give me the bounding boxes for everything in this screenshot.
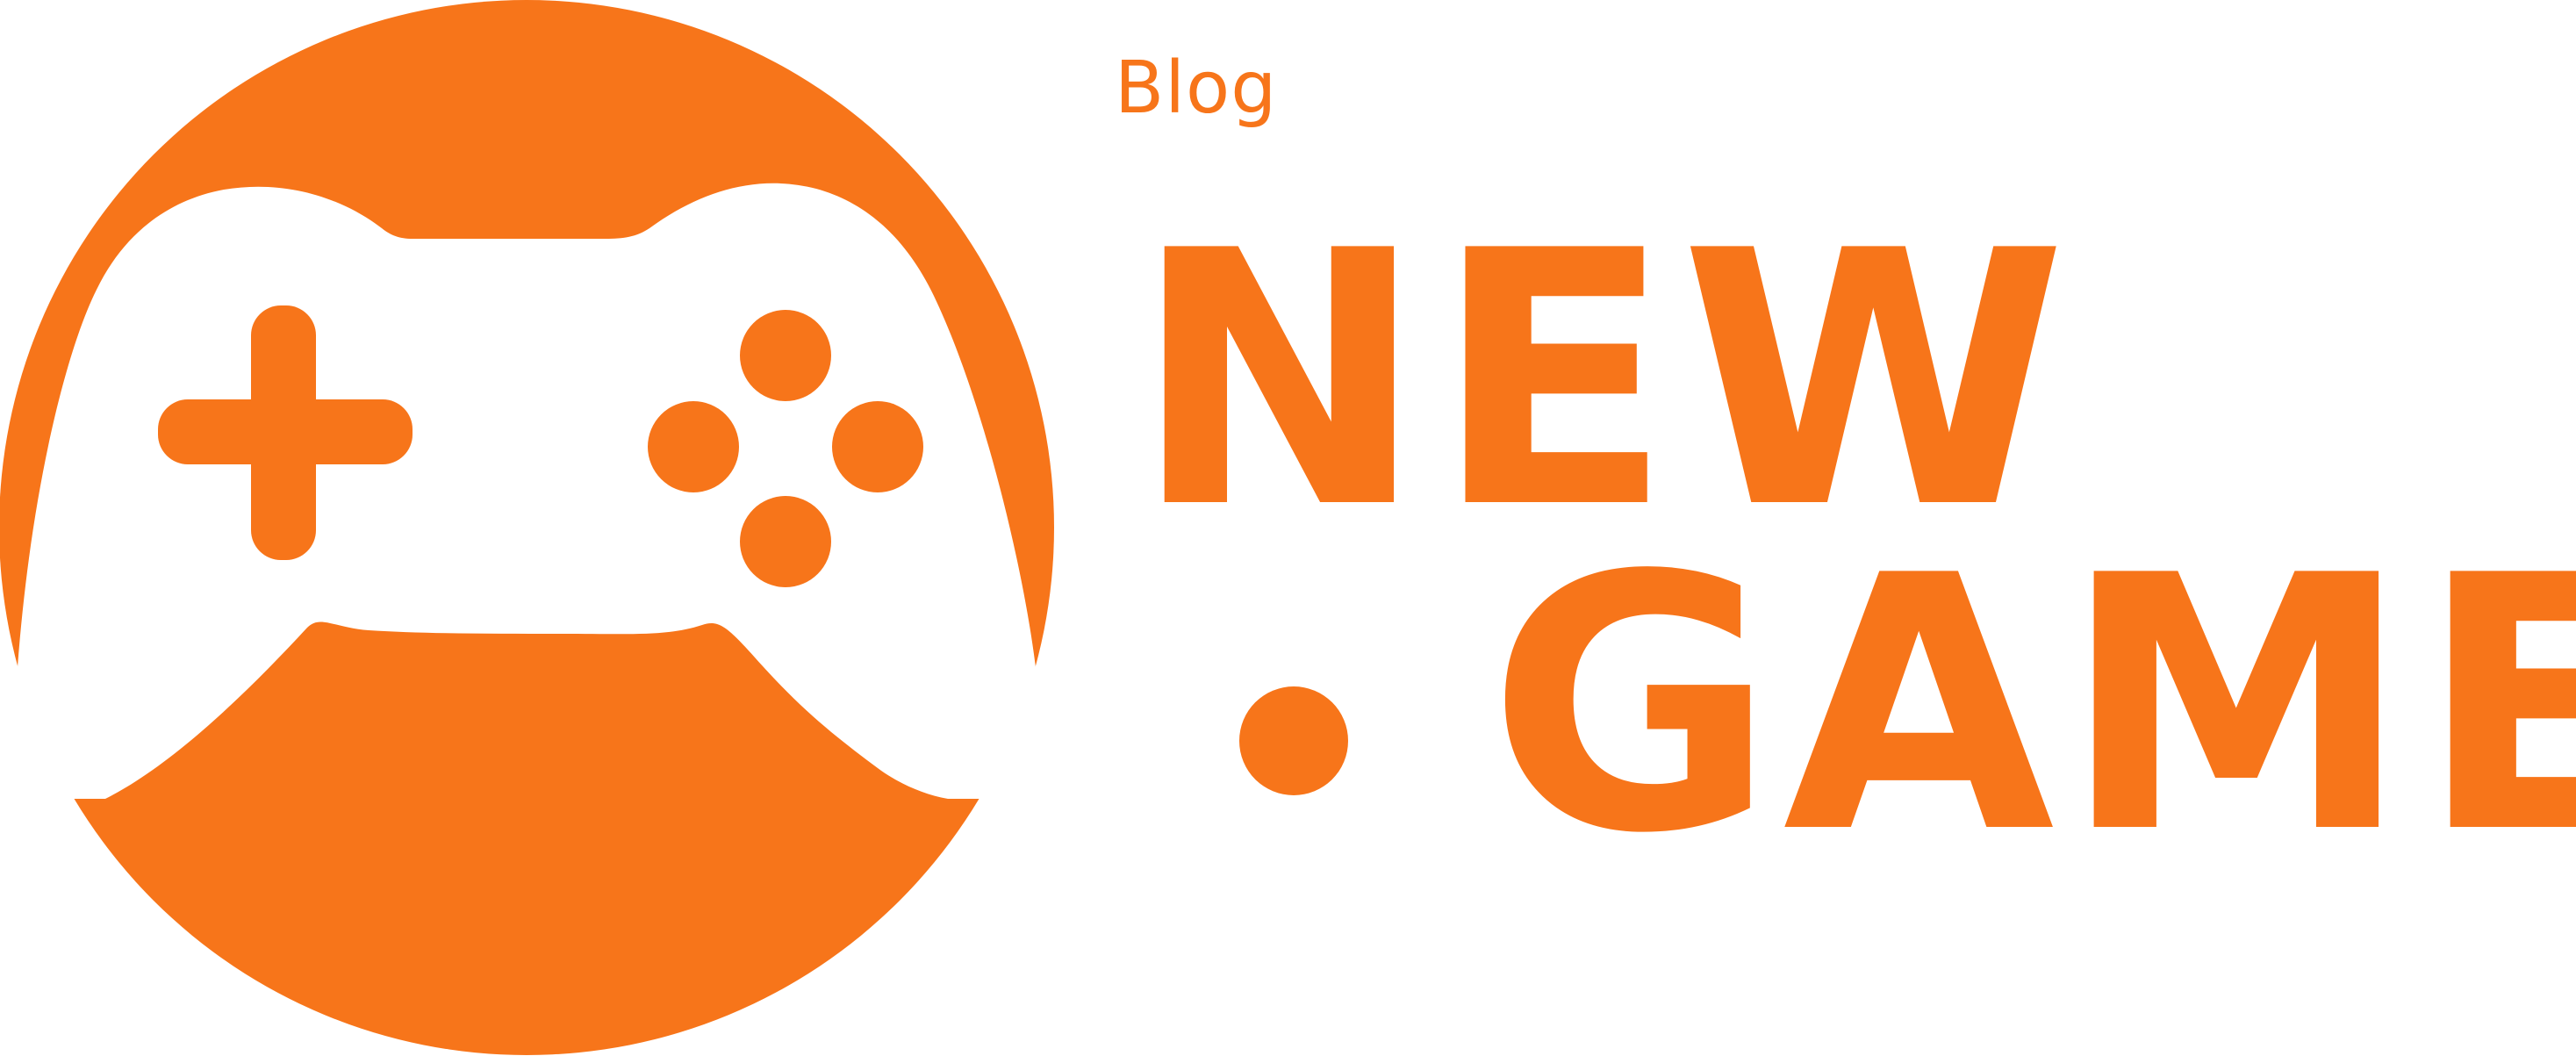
controller-lower-shape (0, 621, 1054, 1055)
word-new: NEW (1132, 177, 2075, 585)
word-game: GAME (1488, 502, 2576, 910)
controller-upper-shape (0, 0, 1054, 667)
game-controller-emblem (0, 0, 1062, 1056)
bullet-dot-icon (1239, 686, 1348, 795)
action-buttons-icon (648, 310, 923, 587)
game-controller-icon (0, 0, 1054, 1055)
logo-wordmark: Blog NEW GAME (1106, 53, 2576, 1001)
blog-label: Blog (1115, 47, 1278, 130)
dpad-icon (158, 305, 413, 560)
